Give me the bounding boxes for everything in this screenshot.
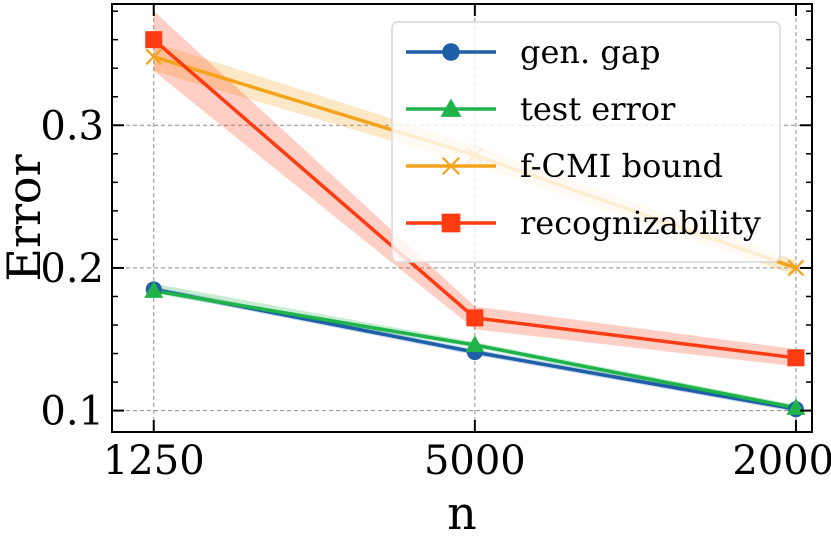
f-cmi-bound-point [145,48,163,66]
recognizability-point [145,31,163,49]
test-error-point [144,281,164,298]
legend-recognizability-marker [441,213,461,233]
y-tick-label: 0.3 [40,103,104,149]
legend-test-error-marker [440,98,462,117]
x-axis-label: n [447,486,477,538]
y-axis-label: Error [0,154,51,281]
f-cmi-bound-point [787,259,805,277]
legend-gen-gap-marker [442,43,460,61]
x-tick-label: 5000 [424,438,526,484]
axis-ticks: 0.1 0.2 0.3 1250 5000 20000 [40,4,831,484]
test-error-point [465,335,485,353]
legend-recognizability-label: recognizability [520,204,761,242]
legend-gen-gap-label: gen. gap [520,33,660,71]
legend-test-error-label: test error [520,90,676,128]
x-tick-label: 1250 [103,438,205,484]
legend-f-cmi-bound-marker [441,156,461,176]
recognizability-point [466,309,484,327]
legend-box [391,21,781,263]
legend-f-cmi-bound-label: f-CMI bound [520,147,723,185]
legend: gen. gap test error f-CMI bound recognizabi… [391,21,781,263]
y-tick-label: 0.2 [40,246,104,292]
y-tick-label: 0.1 [40,389,104,435]
x-tick-label: 20000 [732,438,831,484]
recognizability-point [787,349,805,367]
plot-frame [111,3,813,433]
